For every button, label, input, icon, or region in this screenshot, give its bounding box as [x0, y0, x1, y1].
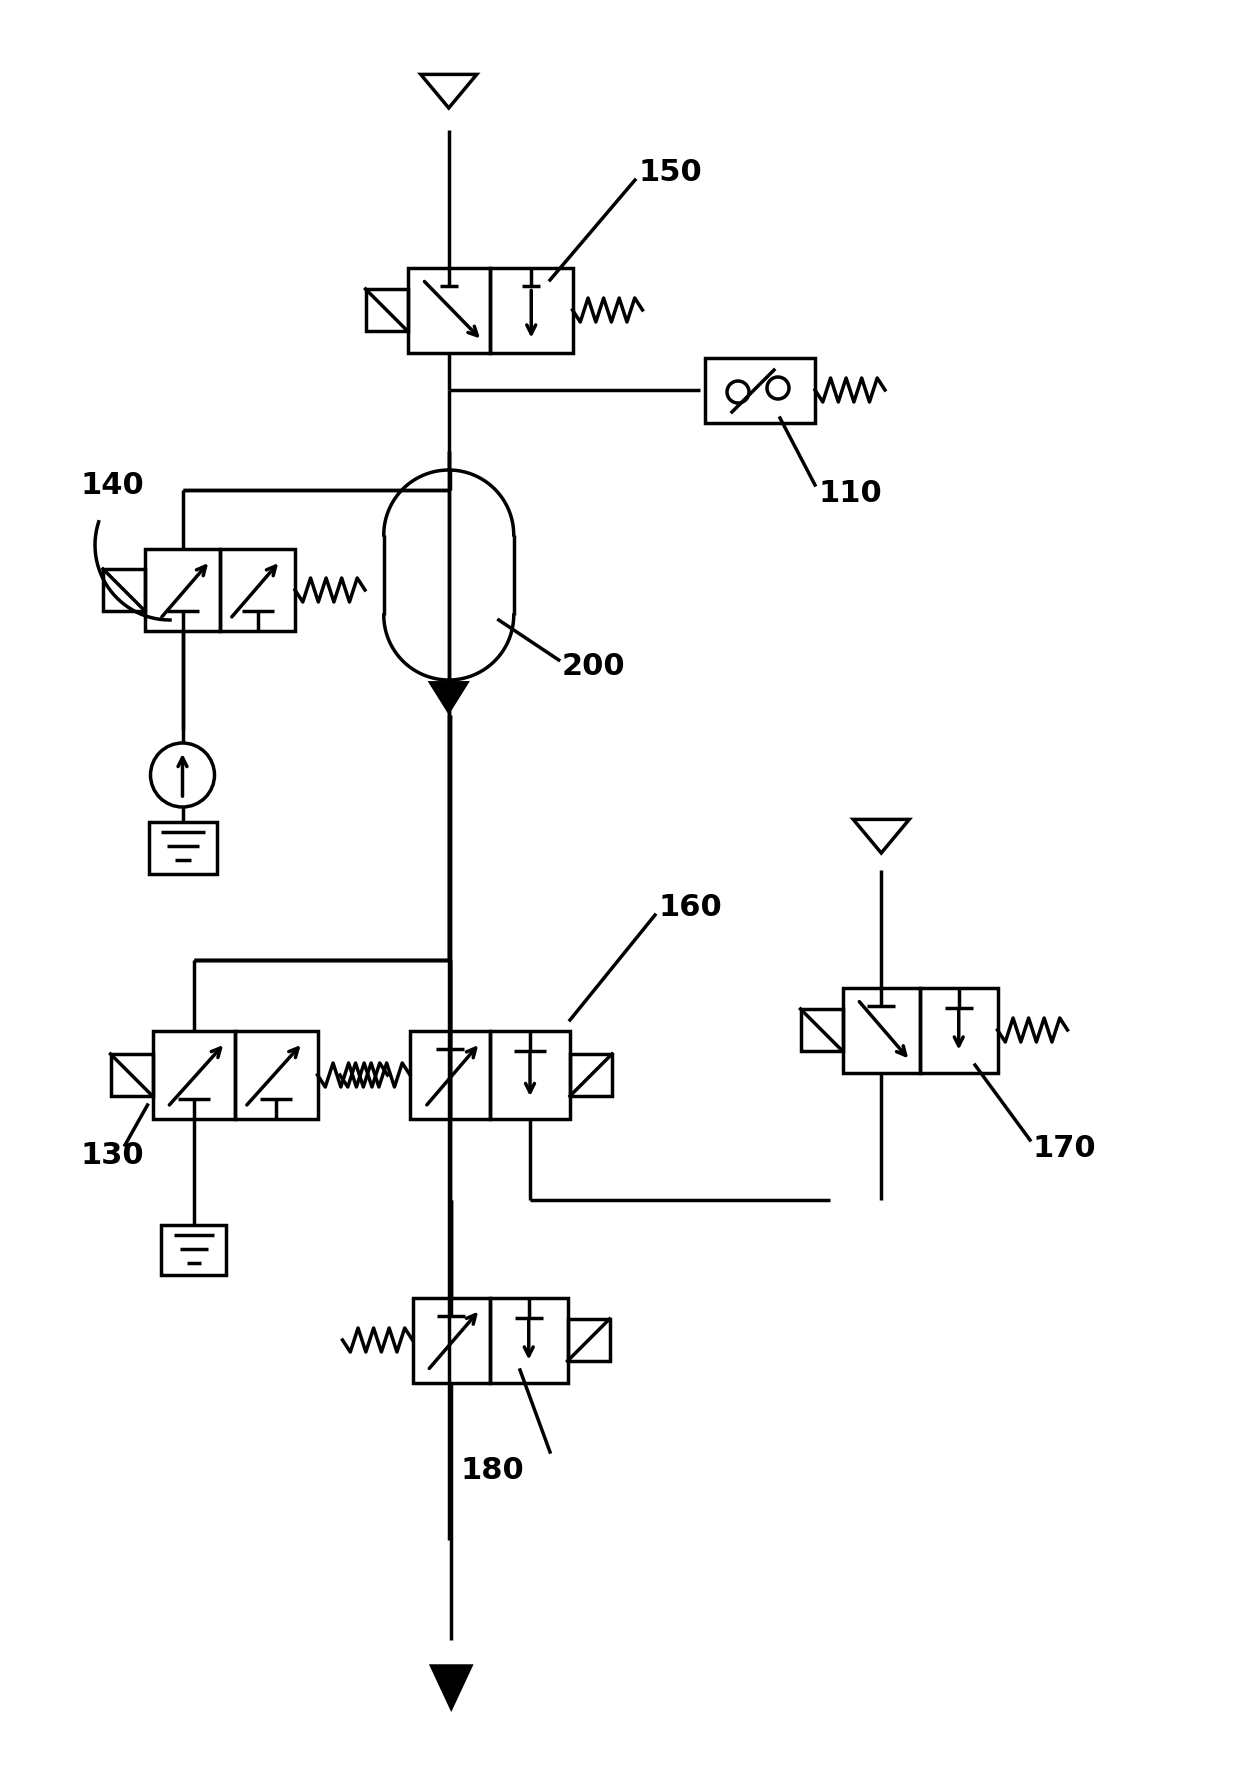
Bar	[568, 1319, 610, 1362]
Bar	[920, 988, 997, 1073]
Bar	[103, 569, 145, 612]
Bar	[161, 1225, 226, 1275]
Bar	[570, 1053, 613, 1096]
Text: 110: 110	[818, 479, 882, 507]
Text: 140: 140	[81, 470, 144, 500]
Text: 160: 160	[658, 892, 722, 922]
Bar	[490, 1032, 570, 1119]
Bar	[145, 550, 219, 631]
Bar	[153, 1032, 236, 1119]
Text: 170: 170	[1033, 1133, 1096, 1163]
Bar	[366, 289, 408, 332]
Bar	[236, 1032, 317, 1119]
Bar	[801, 1009, 842, 1051]
Bar	[410, 1032, 490, 1119]
Bar	[110, 1053, 153, 1096]
Bar	[490, 1298, 568, 1383]
Text: 200: 200	[562, 651, 625, 681]
Bar	[842, 988, 920, 1073]
Bar	[149, 823, 217, 874]
Bar	[490, 268, 573, 353]
Text: 130: 130	[81, 1140, 144, 1170]
Text: 150: 150	[639, 158, 702, 186]
Bar	[408, 268, 490, 353]
Bar	[413, 1298, 490, 1383]
Polygon shape	[430, 683, 466, 711]
Bar	[219, 550, 295, 631]
Text: 180: 180	[460, 1456, 523, 1484]
Bar	[706, 358, 815, 422]
Polygon shape	[432, 1667, 471, 1707]
